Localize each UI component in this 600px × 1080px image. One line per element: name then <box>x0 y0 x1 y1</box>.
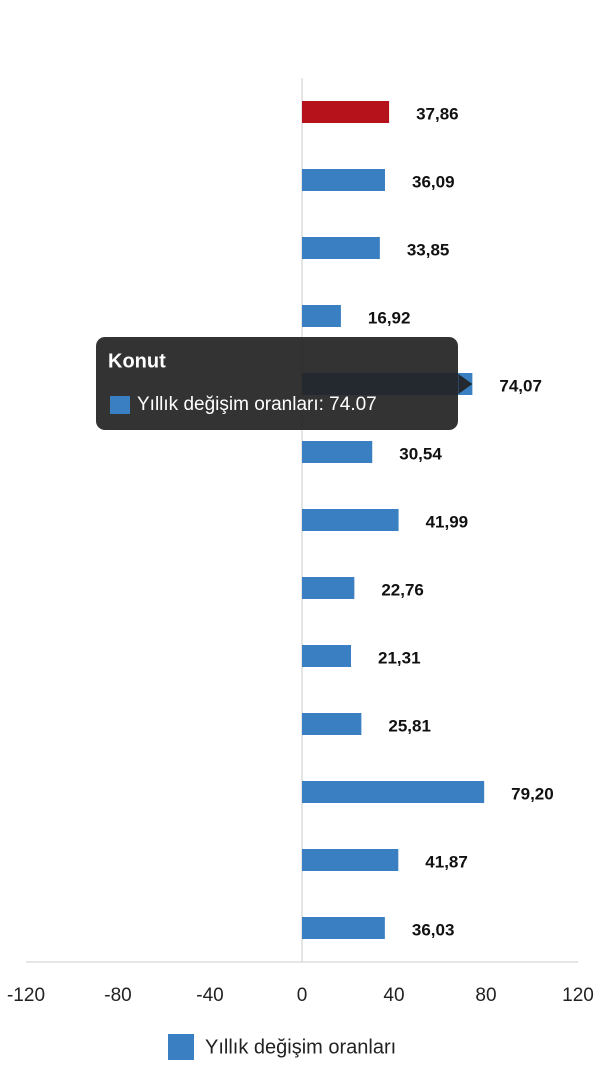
value-label: 74,07 <box>499 376 542 395</box>
value-label: 16,92 <box>368 308 411 327</box>
x-tick-label: -40 <box>196 985 223 1006</box>
x-tick-label: 0 <box>297 985 308 1006</box>
value-label: 21,31 <box>378 648 421 667</box>
value-label: 30,54 <box>399 444 442 463</box>
value-label: 36,03 <box>412 920 455 939</box>
tooltip-box <box>96 337 458 430</box>
x-tick-label: 120 <box>562 985 594 1006</box>
bar <box>302 781 485 803</box>
value-label: 22,76 <box>381 580 424 599</box>
x-tick-label: -80 <box>104 985 131 1006</box>
x-tick-label: 40 <box>383 985 404 1006</box>
value-label: 25,81 <box>388 716 431 735</box>
tooltip-title: Konut <box>108 350 166 372</box>
value-label: 37,86 <box>416 104 459 123</box>
bar <box>302 713 362 735</box>
value-label: 79,20 <box>511 784 554 803</box>
tooltip-text: Yıllık değişim oranları: 74.07 <box>137 394 377 415</box>
legend-label: Yıllık değişim oranları <box>205 1036 396 1058</box>
bar <box>302 305 341 327</box>
bar <box>302 917 385 939</box>
bar <box>302 169 386 191</box>
tooltip: Konut Yıllık değişim oranları: 74.07 <box>96 337 473 430</box>
value-label: 41,87 <box>425 852 468 871</box>
bar <box>302 645 352 667</box>
x-tick-label: 80 <box>475 985 496 1006</box>
value-label: 41,99 <box>426 512 469 531</box>
bar <box>302 441 373 463</box>
tooltip-swatch <box>110 396 130 414</box>
bar <box>302 577 355 599</box>
bar <box>302 237 380 259</box>
bar <box>302 509 399 531</box>
tooltip-pointer <box>458 374 473 394</box>
bar <box>302 101 390 123</box>
bar <box>302 849 399 871</box>
legend-swatch <box>168 1034 194 1060</box>
value-label: 36,09 <box>412 172 455 191</box>
x-tick-label: -120 <box>7 985 45 1006</box>
value-label: 33,85 <box>407 240 450 259</box>
